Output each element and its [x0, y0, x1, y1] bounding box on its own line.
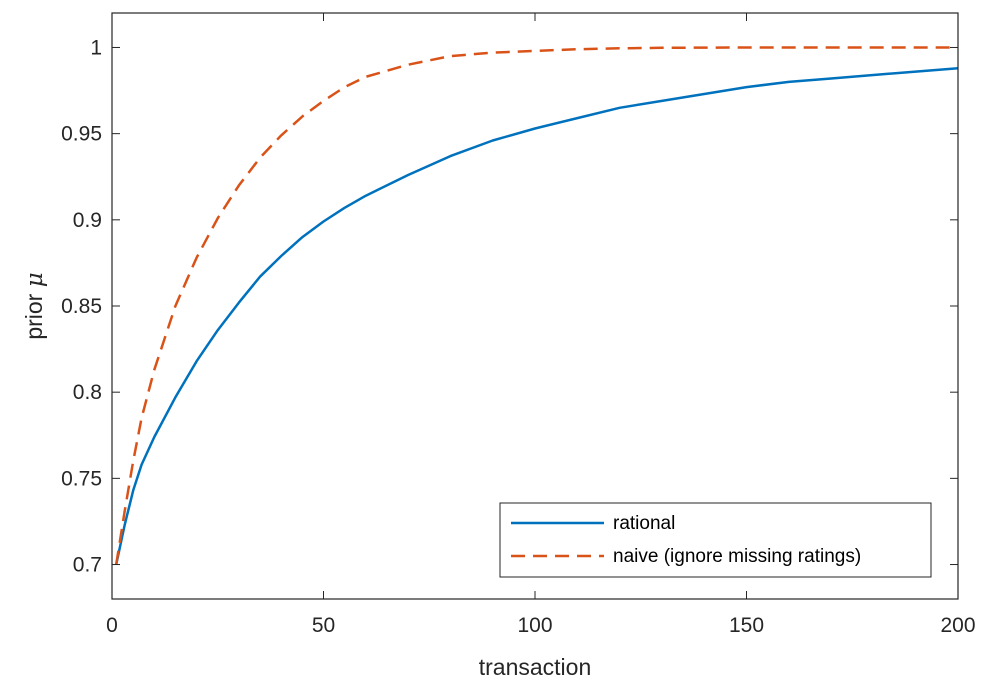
- tick-layer: 0 50 100 150 200 0.7 0.75 0.8 0.85 0.9 0.95 1: [61, 13, 976, 637]
- y-tick-label: 0.85: [61, 295, 102, 318]
- y-axis-label: prior μ: [21, 272, 48, 339]
- legend: rational naive (ignore missing ratings): [499, 502, 932, 578]
- y-tick-label: 0.7: [73, 554, 102, 577]
- plot-area: [112, 13, 958, 599]
- x-tick-label: 100: [517, 614, 552, 637]
- series-line-rational: [114, 66, 959, 565]
- series-layer: [114, 46, 959, 565]
- series-line-naive: [114, 46, 958, 565]
- legend-box: [499, 502, 932, 578]
- x-tick-label: 50: [312, 614, 335, 637]
- x-tick-label: 200: [940, 614, 975, 637]
- y-axis-label-symbol: μ: [22, 272, 48, 287]
- y-axis-label-text: prior: [21, 287, 47, 339]
- x-tick-label: 150: [729, 614, 764, 637]
- y-tick-label: 0.8: [73, 381, 102, 404]
- y-tick-label: 0.9: [73, 209, 102, 232]
- x-axis-label: transaction: [479, 654, 592, 680]
- y-tick-label: 0.75: [61, 467, 102, 490]
- x-tick-label: 0: [106, 614, 118, 637]
- legend-label-rational: rational: [613, 513, 675, 534]
- legend-label-naive: naive (ignore missing ratings): [613, 546, 861, 567]
- y-tick-label: 1: [90, 36, 102, 59]
- axes-box: [111, 12, 959, 600]
- y-tick-label: 0.95: [61, 123, 102, 146]
